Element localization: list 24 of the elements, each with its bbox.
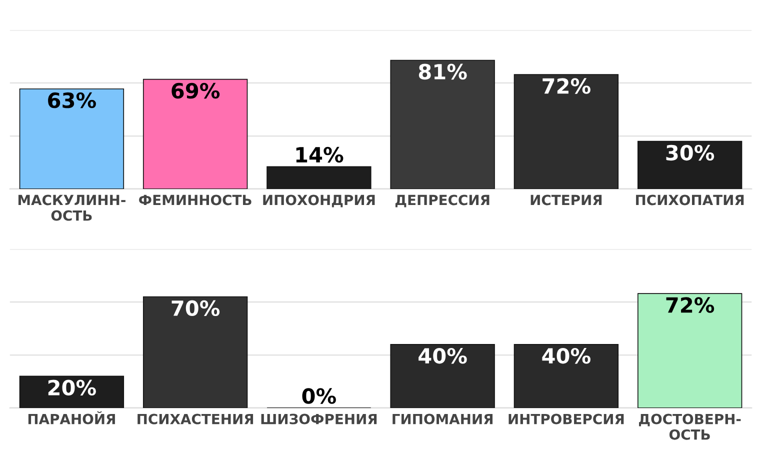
data-label: 72%	[542, 78, 590, 94]
x-tick-label: ПСИХАСТЕНИЯ	[138, 414, 254, 424]
data-label: 69%	[172, 82, 220, 99]
x-tick-label: ПАРАНОЙЯ	[28, 411, 115, 424]
data-label: 63%	[48, 92, 96, 108]
x-tick-label: ИСТЕРИЯ	[530, 194, 602, 206]
data-label: 72%	[666, 297, 714, 313]
x-tick-label: ИНТРОВЕРСИЯ	[508, 414, 624, 424]
data-label: 20%	[48, 380, 96, 396]
data-label: 81%	[418, 64, 467, 80]
x-tick-label: МАСКУЛИНН- ОСТЬ	[18, 194, 126, 221]
data-label: 14%	[296, 146, 344, 163]
data-label: 70%	[172, 300, 220, 316]
x-tick-label: ФЕМИННОСТЬ	[139, 194, 252, 206]
x-tick-label: ДОСТОВЕРН- ОСТЬ	[639, 414, 741, 440]
x-tick-label: ПСИХОПАТИЯ	[636, 194, 744, 206]
data-label: 30%	[666, 144, 714, 161]
x-tick-label: ИПОХОНДРИЯ	[263, 194, 375, 208]
x-tick-label: ШИЗОФРЕНИЯ	[261, 414, 377, 424]
x-tick-label: ДЕПРЕССИЯ	[395, 194, 490, 208]
x-tick-label: ГИПОМАНИЯ	[392, 414, 493, 424]
data-label: 40%	[542, 348, 590, 364]
data-label: 0%	[302, 388, 336, 404]
data-label: 40%	[418, 348, 467, 364]
